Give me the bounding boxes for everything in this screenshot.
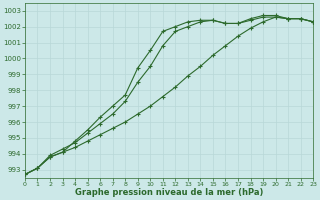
X-axis label: Graphe pression niveau de la mer (hPa): Graphe pression niveau de la mer (hPa) xyxy=(75,188,263,197)
